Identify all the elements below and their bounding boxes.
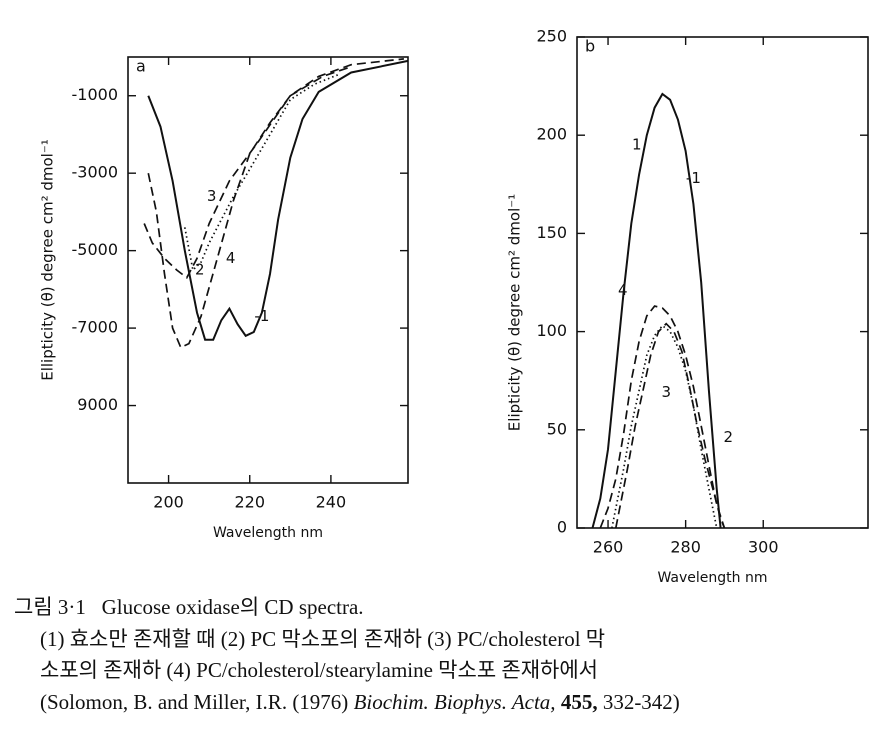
y-tick-label: 100	[536, 321, 567, 340]
series-line	[147, 58, 404, 349]
y-tick-label: 150	[536, 223, 567, 242]
y-axis-label: Ellipticity (θ) degree cm² dmol⁻¹	[39, 139, 57, 381]
series-line	[147, 59, 409, 341]
series-line	[599, 305, 726, 529]
y-axis-label: Elipticity (θ) degree cm² dmol⁻¹	[506, 194, 524, 431]
figure-title: Glucose oxidase의 CD spectra.	[101, 595, 364, 619]
curve-label: 4	[226, 249, 236, 267]
ref-pages: 332-342)	[597, 689, 680, 714]
curve-label: 3	[661, 383, 671, 401]
curve-label: 2	[195, 261, 205, 279]
ref-journal: Biochim. Biophys. Acta,	[353, 689, 556, 714]
y-tick-label: -3000	[72, 163, 119, 182]
plot-frame	[576, 36, 869, 529]
x-tick-label: 280	[670, 538, 701, 557]
figure-label: 그림 3·1	[14, 595, 86, 619]
series-line	[591, 92, 722, 529]
y-tick-label: -7000	[72, 318, 119, 337]
x-tick-label: 220	[234, 493, 265, 512]
series-line	[614, 322, 726, 529]
x-tick-label: 300	[748, 538, 779, 557]
panel-label: b	[585, 37, 595, 56]
x-axis-label: Wavelength nm	[657, 570, 767, 586]
curve-label: 4	[618, 281, 628, 299]
y-tick-label: 50	[547, 419, 567, 438]
x-tick-label: 260	[593, 538, 624, 557]
caption: 그림 3·1 Glucose oxidase의 CD spectra. (1) …	[14, 592, 864, 718]
caption-line: 소포의 존재하 (4) PC/cholesterol/stearylamine …	[40, 658, 598, 682]
curve-label: 3	[207, 187, 217, 205]
series-line	[143, 65, 352, 279]
curve-label: 1	[632, 136, 642, 154]
x-axis-label: Wavelength nm	[213, 525, 323, 541]
panel-label: a	[136, 57, 146, 76]
y-tick-label: 9000	[77, 395, 118, 414]
reference: (Solomon, B. and Miller, I.R. (1976) Bio…	[14, 687, 864, 719]
ref-authors: (Solomon, B. and Miller, I.R. (1976)	[40, 689, 354, 714]
x-tick-label: 240	[316, 493, 347, 512]
y-tick-label: 0	[557, 518, 567, 537]
curve-label: 2	[724, 428, 734, 446]
curve-label: -1	[686, 169, 701, 187]
series-line	[183, 73, 340, 272]
ref-volume: 455,	[555, 689, 598, 714]
y-tick-label: 200	[536, 125, 567, 144]
y-tick-label: -1000	[72, 85, 119, 104]
caption-line: (1) 효소만 존재할 때 (2) PC 막소포의 존재하 (3) PC/cho…	[40, 626, 606, 651]
curve-label: -1	[254, 307, 269, 325]
y-tick-label: 250	[536, 27, 567, 46]
caption-head: 그림 3·1 Glucose oxidase의 CD spectra.	[14, 592, 864, 624]
y-tick-label: -5000	[72, 240, 119, 259]
plot-frame	[127, 56, 409, 484]
x-tick-label: 200	[153, 493, 184, 512]
